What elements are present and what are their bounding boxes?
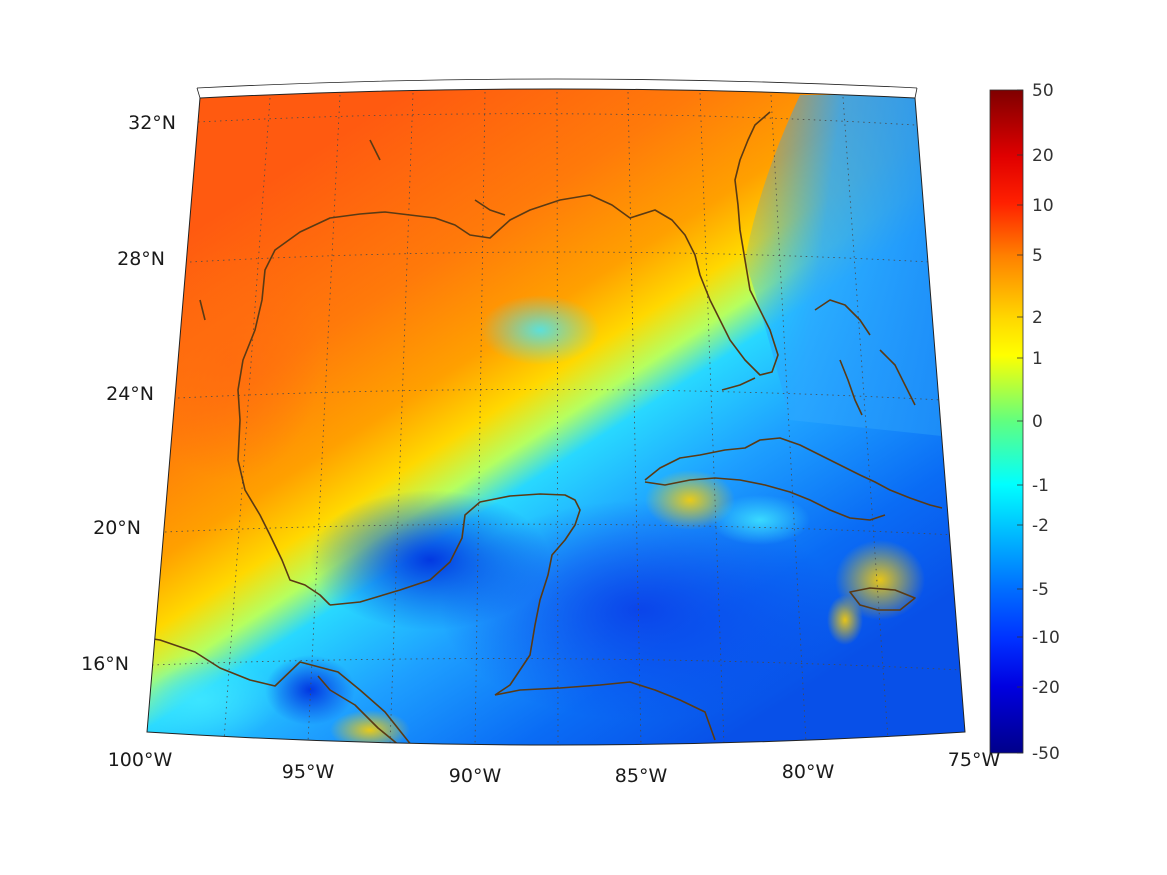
colorbar-label: -20 bbox=[1032, 678, 1060, 698]
lat-label: 28°N bbox=[117, 248, 165, 270]
colorbar-label: 1 bbox=[1032, 349, 1043, 369]
lat-label: 24°N bbox=[106, 383, 154, 405]
colorbar-label: 0 bbox=[1032, 412, 1043, 432]
colorbar-label: 2 bbox=[1032, 308, 1043, 328]
colorbar-label: -5 bbox=[1032, 580, 1049, 600]
lon-label: 100°W bbox=[108, 749, 173, 771]
lon-label: 75°W bbox=[948, 749, 1001, 771]
map-frame bbox=[146, 88, 966, 746]
lat-label: 20°N bbox=[93, 517, 141, 539]
lon-label: 80°W bbox=[782, 761, 835, 783]
colorbar-label: 50 bbox=[1032, 81, 1054, 101]
lat-label: 32°N bbox=[128, 112, 176, 134]
colorbar-label: -1 bbox=[1032, 476, 1049, 496]
lon-label: 90°W bbox=[449, 765, 502, 787]
colorbar bbox=[989, 89, 1024, 754]
lat-label: 16°N bbox=[81, 653, 129, 675]
graticule bbox=[151, 91, 963, 745]
data-field bbox=[147, 89, 965, 745]
colorbar-label: -50 bbox=[1032, 744, 1060, 764]
colorbar-label: -2 bbox=[1032, 516, 1049, 536]
colorbar-label: 20 bbox=[1032, 146, 1054, 166]
coastlines bbox=[147, 111, 943, 745]
colorbar-label: -10 bbox=[1032, 628, 1060, 648]
colorbar-label: 5 bbox=[1032, 246, 1043, 266]
lon-label: 85°W bbox=[615, 765, 668, 787]
lon-label: 95°W bbox=[282, 761, 335, 783]
colorbar-label: 10 bbox=[1032, 196, 1054, 216]
